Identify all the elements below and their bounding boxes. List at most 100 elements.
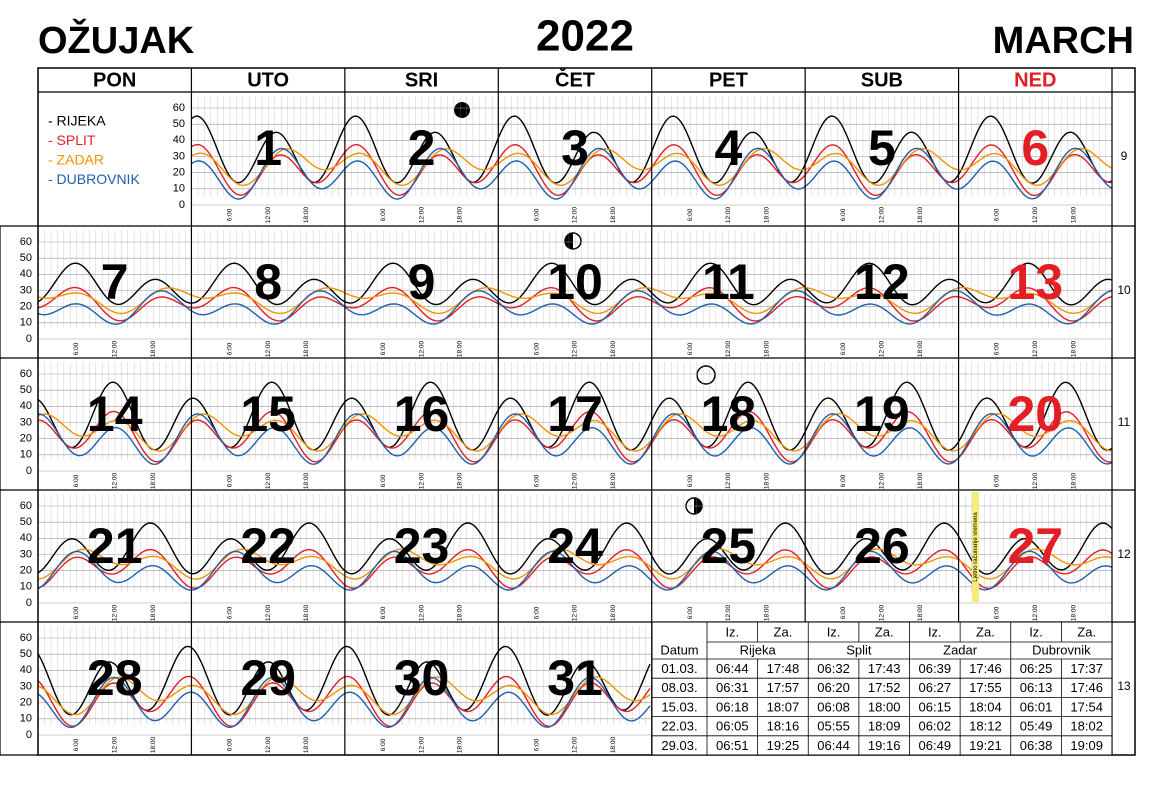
weekday: SUB <box>861 69 903 91</box>
week-number: 13 <box>1117 679 1131 693</box>
time-label: 18:00 <box>303 604 310 621</box>
time-label: 12:00 <box>572 340 579 357</box>
time-label: 18:00 <box>764 206 771 223</box>
y-tick-label: 50 <box>20 648 32 660</box>
tide-curve <box>37 286 1113 315</box>
y-tick-label: 30 <box>20 284 32 296</box>
time-label: 18:00 <box>764 340 771 357</box>
weekday: PET <box>709 69 748 91</box>
day-number: 18 <box>701 386 757 442</box>
table-cell: 19:09 <box>1070 738 1103 753</box>
time-label: 6:00 <box>533 208 540 221</box>
legend-entry: - DUBROVNIK <box>48 171 140 187</box>
time-label: 12:00 <box>879 604 886 621</box>
time-label: 18:00 <box>1070 604 1077 621</box>
time-label: 18:00 <box>457 736 464 753</box>
time-label: 18:00 <box>917 472 924 489</box>
legend-entry: - SPLIT <box>48 132 96 148</box>
time-label: 6:00 <box>687 606 694 619</box>
table-city: Dubrovnik <box>1032 642 1091 657</box>
time-label: 18:00 <box>764 604 771 621</box>
table-subheader: Iz. <box>725 624 739 639</box>
tide-curve <box>37 676 651 729</box>
table-subheader: Za. <box>774 624 793 639</box>
table-cell: 15.03. <box>661 699 697 714</box>
y-tick-label: 10 <box>20 449 32 461</box>
y-tick-label: 50 <box>173 118 185 130</box>
legend-entry: - ZADAR <box>48 152 104 168</box>
time-label: 6:00 <box>994 208 1001 221</box>
y-tick-label: 50 <box>20 252 32 264</box>
weekday: SRI <box>405 69 438 91</box>
tide-curve <box>37 676 651 716</box>
day-number: 30 <box>394 650 450 706</box>
y-tick-label: 30 <box>20 416 32 428</box>
table-cell: 06:31 <box>716 680 749 695</box>
weekday: PON <box>93 69 136 91</box>
table-cell: 06:01 <box>1020 699 1053 714</box>
time-label: 18:00 <box>610 736 617 753</box>
time-label: 6:00 <box>73 738 80 751</box>
table-cell: 06:20 <box>817 680 850 695</box>
time-label: 12:00 <box>265 736 272 753</box>
time-label: 18:00 <box>150 736 157 753</box>
table-subheader: Za. <box>875 624 894 639</box>
dst-note: Ljetno računanje vremena <box>973 512 979 582</box>
table-cell: 06:27 <box>919 680 952 695</box>
day-number: 1 <box>254 120 282 176</box>
week-number: 10 <box>1117 283 1131 297</box>
tide-curve <box>37 550 1113 591</box>
table-cell: 08.03. <box>661 680 697 695</box>
day-number: 26 <box>854 518 910 574</box>
time-label: 18:00 <box>150 340 157 357</box>
tide-curve <box>37 262 1113 306</box>
day-number: 21 <box>87 518 143 574</box>
time-label: 12:00 <box>1032 472 1039 489</box>
time-label: 12:00 <box>418 604 425 621</box>
y-tick-label: 0 <box>26 597 32 609</box>
time-label: 18:00 <box>1070 472 1077 489</box>
time-label: 6:00 <box>687 208 694 221</box>
y-tick-label: 20 <box>20 301 32 313</box>
day-number: 2 <box>408 120 436 176</box>
table-cell: 18:02 <box>1070 719 1103 734</box>
time-label: 12:00 <box>111 604 118 621</box>
time-label: 12:00 <box>265 340 272 357</box>
day-number: 17 <box>547 386 603 442</box>
day-number: 27 <box>1007 518 1063 574</box>
hour-grid <box>38 230 1112 328</box>
time-label: 6:00 <box>994 474 1001 487</box>
y-tick-label: 20 <box>20 433 32 445</box>
time-label: 18:00 <box>917 206 924 223</box>
dst-bar <box>972 492 979 602</box>
day-number: 6 <box>1021 120 1049 176</box>
time-label: 6:00 <box>380 342 387 355</box>
y-tick-label: 60 <box>20 368 32 380</box>
tide-curve <box>37 410 1113 463</box>
table-cell: 06:18 <box>716 699 749 714</box>
table-cell: 06:13 <box>1020 680 1053 695</box>
time-label: 12:00 <box>725 340 732 357</box>
table-cell: 06:44 <box>817 738 850 753</box>
day-number: 19 <box>854 386 910 442</box>
time-label: 18:00 <box>917 340 924 357</box>
y-tick-label: 40 <box>20 664 32 676</box>
time-label: 6:00 <box>840 474 847 487</box>
y-tick-label: 0 <box>179 199 185 211</box>
table-cell: 17:52 <box>868 680 901 695</box>
time-label: 18:00 <box>303 340 310 357</box>
day-number: 12 <box>854 254 910 310</box>
sun-table <box>651 621 1113 756</box>
table-cell: 18:16 <box>767 719 800 734</box>
table-city: Rijeka <box>740 642 777 657</box>
time-label: 12:00 <box>418 206 425 223</box>
weekday: UTO <box>247 69 289 91</box>
time-label: 12:00 <box>879 472 886 489</box>
day-number: 3 <box>561 120 589 176</box>
time-label: 12:00 <box>725 472 732 489</box>
table-city: Zadar <box>943 642 978 657</box>
time-label: 12:00 <box>111 472 118 489</box>
day-number: 4 <box>715 120 743 176</box>
